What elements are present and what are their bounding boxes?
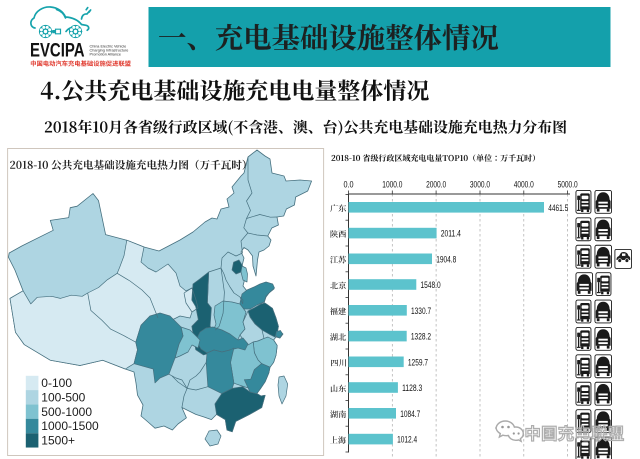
svg-text:1084.7: 1084.7 — [400, 409, 420, 419]
svg-text:1500+: 1500+ — [41, 434, 75, 448]
svg-text:0.0: 0.0 — [344, 180, 354, 190]
svg-text:0-100: 0-100 — [41, 376, 72, 390]
svg-text:1000-1500: 1000-1500 — [41, 419, 99, 433]
svg-text:4461.5: 4461.5 — [548, 203, 568, 213]
svg-text:2011.4: 2011.4 — [441, 229, 461, 239]
svg-text:Promotion Alliance: Promotion Alliance — [90, 53, 121, 57]
svg-text:1328.2: 1328.2 — [411, 332, 431, 342]
svg-text:3000.0: 3000.0 — [470, 180, 490, 190]
svg-text:EVCIPA: EVCIPA — [30, 39, 85, 61]
svg-text:1000.0: 1000.0 — [382, 180, 402, 190]
svg-text:2000.0: 2000.0 — [426, 180, 446, 190]
svg-text:1128.3: 1128.3 — [402, 383, 422, 393]
svg-text:1012.4: 1012.4 — [397, 435, 417, 445]
svg-text:China Electric Vehicle: China Electric Vehicle — [90, 44, 127, 48]
svg-text:1548.0: 1548.0 — [421, 280, 441, 290]
svg-text:1330.7: 1330.7 — [411, 306, 431, 316]
svg-text:Charging Infrastructure: Charging Infrastructure — [90, 49, 129, 53]
svg-text:4000.0: 4000.0 — [514, 180, 534, 190]
svg-text:5000.0: 5000.0 — [558, 180, 578, 190]
svg-text:500-1000: 500-1000 — [41, 405, 92, 419]
svg-text:1904.8: 1904.8 — [436, 254, 456, 264]
svg-text:1259.7: 1259.7 — [408, 357, 428, 367]
svg-text:100-500: 100-500 — [41, 390, 85, 404]
